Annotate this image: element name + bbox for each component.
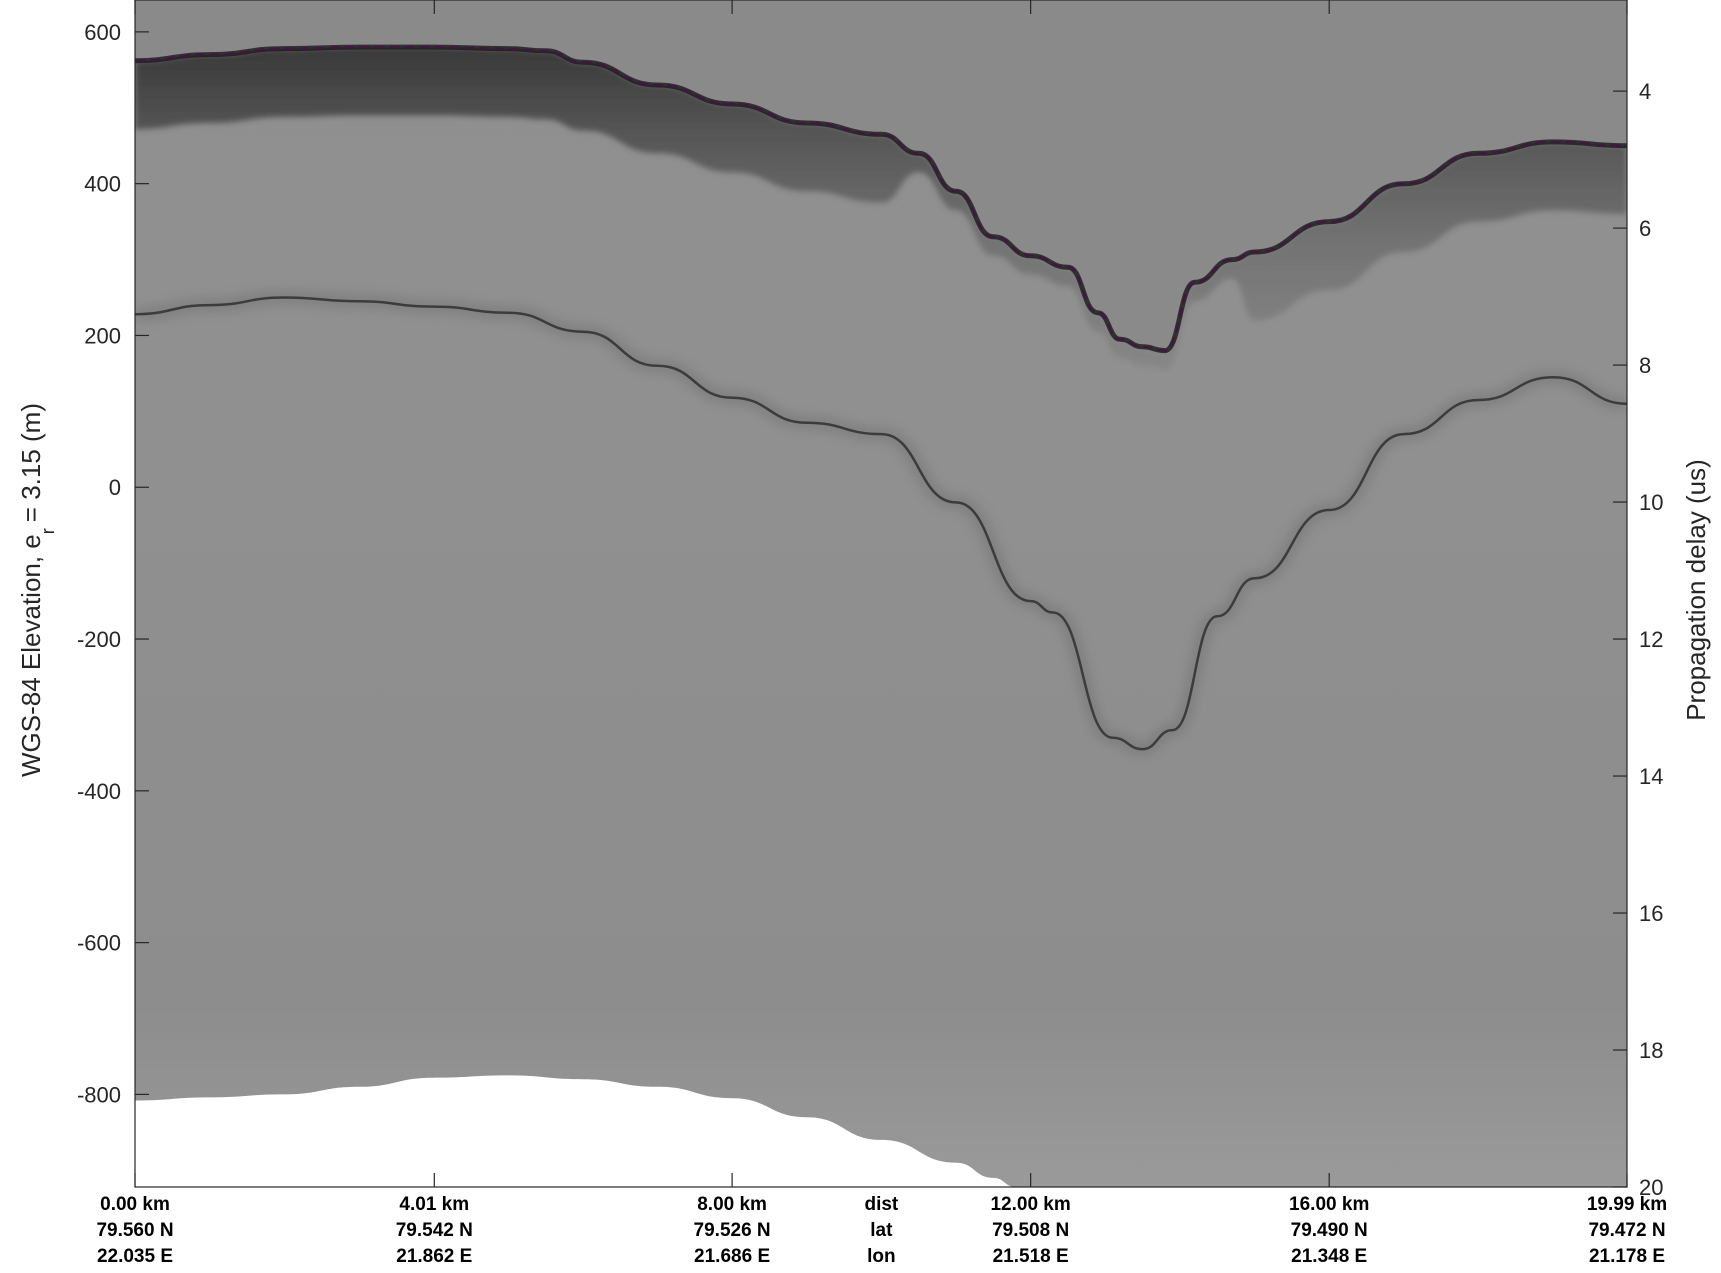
bottom-lat-label: 79.526 N	[694, 1220, 771, 1241]
bottom-lat-label: 79.490 N	[1291, 1220, 1368, 1241]
left-axis-title-tail: = 3.15 (m)	[16, 403, 46, 522]
right-axis-tick-label: 18	[1639, 1038, 1663, 1063]
right-axis-tick-label: 16	[1639, 901, 1663, 926]
plot-frame	[134, 0, 1628, 1188]
left-axis-tick-label: 400	[84, 172, 121, 197]
left-axis-tick-label: -400	[77, 779, 121, 804]
left-axis-title: WGS-84 Elevation, er = 3.15 (m)	[16, 403, 58, 777]
right-axis-tick-label: 20	[1639, 1175, 1663, 1200]
bottom-lat-label: 79.472 N	[1588, 1220, 1665, 1241]
right-axis-tick-label: 8	[1639, 353, 1651, 378]
left-axis-tick-label: -800	[77, 1082, 121, 1107]
bottom-info-table: 0.00 km 4.01 km 8.00 km 12.00 km 16.00 km 19.…	[96, 1194, 1667, 1267]
bottom-axis	[134, 0, 1628, 1187]
bottom-lat-label: 79.560 N	[96, 1220, 173, 1241]
bottom-lon-label: 21.862 E	[396, 1246, 472, 1267]
right-axis-tick-label: 4	[1639, 79, 1651, 104]
left-axis-tick-label: 0	[109, 475, 121, 500]
right-axis-tick-label: 12	[1639, 627, 1663, 652]
bottom-lon-label: 21.348 E	[1291, 1246, 1367, 1267]
left-axis-tick-label: -600	[77, 931, 121, 956]
right-axis-tick-label: 10	[1639, 490, 1663, 515]
left-axis-title-main: WGS-84 Elevation, e	[16, 534, 46, 777]
surface-reflection	[135, 44, 1627, 354]
left-axis: 600 400 200 0 -200 -400 -600 -800	[77, 20, 149, 1107]
bottom-dist-label: 12.00 km	[990, 1194, 1070, 1215]
bottom-lon-label: 21.686 E	[694, 1246, 770, 1267]
bottom-dist-label: 4.01 km	[399, 1194, 469, 1215]
plot-area	[135, 0, 1627, 1187]
no-data-region	[135, 1075, 1016, 1187]
bottom-dist-label: 0.00 km	[100, 1194, 170, 1215]
bottom-row-header-dist: dist	[864, 1194, 898, 1215]
left-axis-tick-label: 600	[84, 20, 121, 45]
left-axis-title-subscript: r	[38, 528, 58, 534]
bottom-dist-label: 19.99 km	[1587, 1194, 1667, 1215]
left-axis-tick-label: -200	[77, 627, 121, 652]
right-axis: 4 6 8 10 12 14 16 18 20	[1613, 79, 1663, 1200]
bottom-dist-label: 8.00 km	[697, 1194, 767, 1215]
bottom-lon-label: 22.035 E	[97, 1246, 173, 1267]
bottom-lon-label: 21.518 E	[993, 1246, 1069, 1267]
right-axis-tick-label: 6	[1639, 216, 1651, 241]
right-axis-title: Propagation delay (us)	[1681, 459, 1711, 721]
bottom-lon-label: 21.178 E	[1589, 1246, 1665, 1267]
firn-layer-band	[135, 47, 1627, 370]
bottom-lat-label: 79.508 N	[992, 1220, 1069, 1241]
bottom-lat-label: 79.542 N	[396, 1220, 473, 1241]
bottom-row-header-lon: lon	[867, 1246, 896, 1267]
air-above-surface	[135, 0, 1627, 351]
left-axis-tick-label: 200	[84, 323, 121, 348]
bottom-row-header-lat: lat	[870, 1220, 893, 1241]
bottom-dist-label: 16.00 km	[1289, 1194, 1369, 1215]
right-axis-tick-label: 14	[1639, 764, 1663, 789]
bed-reflector	[135, 296, 1627, 751]
